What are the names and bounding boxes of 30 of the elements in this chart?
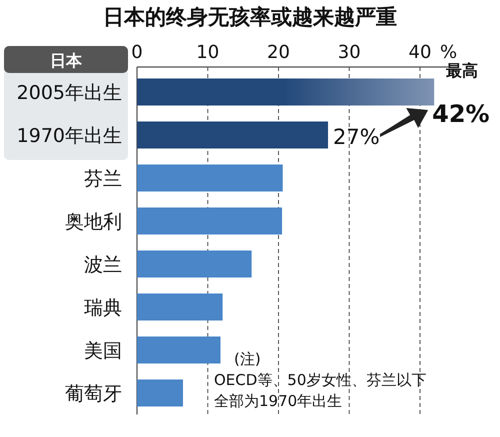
annotation: 最高 [445, 61, 478, 80]
bar [137, 294, 223, 320]
y-tick-label: 波兰 [84, 254, 122, 276]
annotation: (注) [234, 350, 261, 368]
bar [137, 336, 220, 364]
y-tick-label: 1970年出生 [16, 125, 122, 147]
x-axis-title: % [440, 42, 458, 63]
data-label: 42% [432, 100, 490, 128]
y-tick-label: 葡萄牙 [65, 383, 122, 405]
y-tick-label: 2005年出生 [16, 82, 122, 104]
y-tick-label: 美国 [84, 340, 122, 362]
x-tick-label: 40 [408, 42, 432, 63]
x-tick-label: 30 [338, 42, 361, 63]
x-tick-label: 20 [267, 42, 290, 63]
y-tick-label: 奥地利 [65, 211, 122, 233]
chart-title: 日本的终身无孩率或越来越严重 [103, 5, 397, 29]
bar [137, 164, 283, 192]
bar [137, 122, 328, 148]
data-label: 27% [333, 125, 380, 149]
text: 日本 [50, 51, 83, 70]
bar [137, 250, 252, 278]
bar [137, 78, 434, 106]
y-tick-label: 瑞典 [84, 297, 122, 319]
annotation: OECD等、50岁女性、芬兰以下 [214, 371, 426, 389]
x-tick-label: 0 [131, 42, 143, 63]
annotation: 全部为1970年出生 [214, 392, 342, 410]
bar [137, 208, 282, 234]
bar [137, 380, 183, 406]
y-tick-label: 芬兰 [84, 168, 122, 190]
x-tick-label: 10 [196, 42, 220, 63]
